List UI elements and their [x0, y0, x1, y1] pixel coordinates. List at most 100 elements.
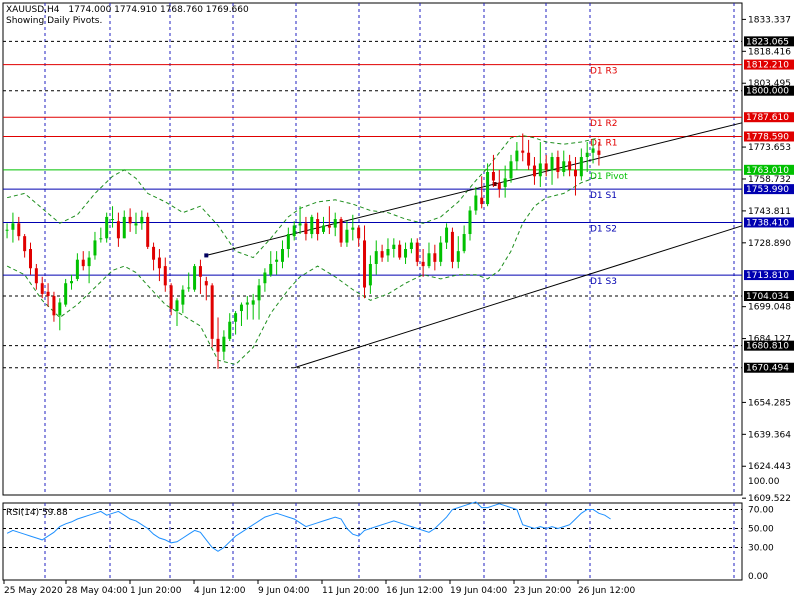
candle-body: [5, 229, 9, 231]
candle-body: [415, 242, 419, 262]
time-tick-label: 1 Jun 20:00: [130, 586, 182, 596]
candle-body: [175, 300, 179, 312]
pivot-price-label: 1778.590: [746, 133, 789, 143]
candle-body: [70, 281, 74, 284]
candle-body: [292, 225, 296, 237]
pivot-price-label: 1738.410: [746, 218, 789, 228]
candle-body: [357, 227, 361, 239]
pivot-price-label: 1787.610: [746, 113, 789, 123]
rsi-tick-label: 50.00: [748, 525, 774, 535]
candle-body: [29, 249, 32, 269]
candle-body: [404, 249, 408, 258]
candle-body: [386, 249, 390, 256]
time-tick-label: 19 Jun 04:00: [450, 586, 507, 596]
trend-channel: [204, 122, 743, 369]
candle-body: [116, 221, 120, 239]
candle-body: [421, 261, 425, 267]
price-tick-label: 1728.890: [748, 239, 791, 249]
pivot-name-label: D1 S3: [590, 277, 617, 287]
candle-body: [34, 268, 38, 284]
candle-body: [579, 157, 583, 177]
candle-body: [46, 291, 50, 297]
candle-body: [286, 234, 290, 249]
pivot-price-label: 1753.990: [746, 185, 789, 195]
candle-body: [392, 244, 396, 249]
horizontal-levels: 1823.065 1800.000 1704.034 1680.810 1670.494: [3, 36, 794, 374]
level-price-label: 1670.494: [746, 364, 789, 374]
time-tick-label: 25 May 2020: [4, 586, 63, 596]
candle-body: [327, 225, 331, 228]
time-tick-label: 11 Jun 20:00: [322, 586, 379, 596]
rsi-panel-border: [2, 502, 743, 581]
level-price-badge: [744, 85, 794, 96]
candle-body: [497, 182, 501, 190]
candle-body: [134, 223, 138, 226]
channel-anchor-point: [492, 182, 497, 187]
candle-body: [468, 210, 472, 235]
pivot-price-label: 1713.810: [746, 271, 789, 281]
candle-body: [251, 300, 255, 305]
candle-body: [573, 169, 577, 177]
candle-body: [351, 227, 355, 230]
price-tick-label: 1803.495: [748, 79, 791, 89]
price-tick-label: 1639.364: [748, 430, 791, 440]
candlestick-series: [5, 133, 601, 369]
pivot-name-label: D1 S1: [590, 191, 617, 201]
candle-body: [304, 223, 308, 235]
candle-body: [456, 251, 460, 262]
candle-body: [480, 197, 484, 205]
candle-body: [93, 240, 97, 256]
pivot-name-label: D1 R3: [590, 67, 618, 77]
rsi-tick-label: 30.00: [748, 544, 774, 554]
price-tick-label: 1624.443: [748, 462, 791, 472]
rsi-panel-frame: [2, 502, 743, 581]
candle-body: [105, 216, 109, 239]
price-tick-label: 1743.811: [748, 207, 791, 217]
level-price-label: 1704.034: [746, 292, 789, 302]
price-tick-label: 1699.048: [748, 303, 791, 313]
candle-body: [409, 242, 413, 249]
price-axis: 1833.337 1818.416 1803.495 1773.653 1758.732…: [742, 15, 791, 504]
candle-body: [81, 259, 85, 267]
candle-body: [146, 216, 150, 247]
candle-body: [568, 161, 572, 170]
candle-body: [169, 285, 173, 309]
channel-anchor-point: [204, 253, 209, 258]
pivot-price-label: 1812.210: [746, 61, 789, 71]
candle-body: [486, 171, 490, 205]
candle-body: [111, 219, 115, 221]
candle-body: [275, 259, 279, 262]
candle-body: [99, 238, 103, 240]
candle-body: [333, 219, 337, 228]
candle-body: [374, 251, 378, 264]
pivot-price-badge: [744, 270, 794, 281]
pivot-price-badge: [744, 131, 794, 142]
candle-body: [521, 150, 525, 153]
level-price-label: 1823.065: [746, 37, 789, 47]
candle-body: [257, 285, 261, 301]
candle-body: [532, 165, 536, 177]
time-tick-label: 28 May 04:00: [66, 586, 128, 596]
pivot-price-badge: [744, 217, 794, 228]
time-tick-label: 23 Jun 20:00: [514, 586, 571, 596]
candle-body: [245, 302, 249, 305]
chart-subtitle: Showing Daily Pivots.: [6, 16, 103, 26]
pivot-price-badge: [744, 184, 794, 195]
candle-body: [204, 281, 208, 286]
channel-lower-line: [294, 225, 743, 369]
candle-body: [591, 148, 595, 153]
candle-body: [322, 225, 325, 232]
pivot-lines: D1 R3 1812.210 D1 R2 1787.610 D1 R1 1778.590 D…: [3, 59, 794, 287]
candle-body: [363, 240, 367, 288]
candle-body: [368, 263, 372, 286]
price-tick-label: 1758.732: [748, 175, 791, 185]
candle-body: [544, 163, 548, 170]
candle-body: [562, 161, 566, 172]
level-price-badge: [744, 362, 794, 373]
rsi-indicator: 100.00 70.00 50.00 30.00 0.00: [3, 477, 780, 582]
candle-body: [380, 251, 384, 258]
candle-body: [23, 236, 27, 252]
pivot-price-label: 1763.010: [746, 166, 789, 176]
candle-body: [269, 263, 273, 275]
